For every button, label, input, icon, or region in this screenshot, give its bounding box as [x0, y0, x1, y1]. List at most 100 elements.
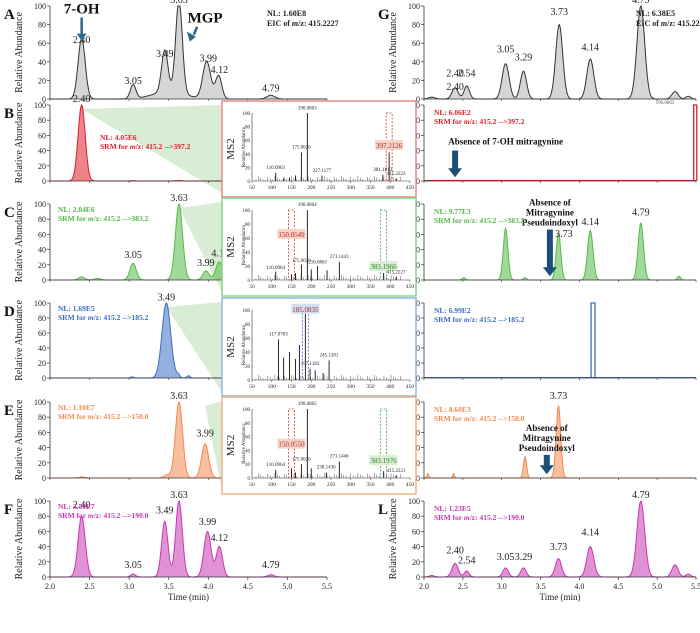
srm-label-H-part: SRM for [434, 117, 464, 126]
nl-label-F: NL: 3.59E7 [58, 502, 95, 511]
y-tick-label-C: 80 [38, 215, 46, 224]
ms2-x-tick-label: 250 [327, 185, 336, 191]
y-axis-label-B: Relative Abundance [14, 102, 25, 183]
ms2-x-tick-label: 150 [287, 384, 296, 390]
srm-label-K: SRM for m/z: 415.2 -->150.0 [434, 414, 525, 423]
annotation-I-line2: Mitragynine [526, 208, 574, 218]
ms2-x-tick-label: 300 [347, 482, 356, 488]
annotation-arrowhead-H [448, 168, 463, 178]
peak-mark-J [590, 302, 596, 378]
y-tick-label-E: 60 [38, 428, 46, 437]
srm-label-K-part: /z: 415.2 -->150.0 [469, 414, 525, 423]
ms2-x-tick-label: 400 [386, 482, 395, 488]
ms2-x-tick-label: 250 [327, 482, 336, 488]
panel-J: JRelative Abundance020406080100NL: 6.99E… [378, 299, 697, 383]
ms2-ylabel: Relative Abundance [242, 423, 247, 464]
srm-label-E-part: m [88, 412, 94, 421]
ms2-highlight [380, 209, 388, 281]
nl-label-J: NL: 6.99E2 [434, 306, 471, 315]
annotation-K: Absence of [526, 423, 569, 433]
srm-label-C-part: m [88, 214, 94, 223]
eic-label-G-part: EIC of [636, 19, 661, 28]
y-tick-label-F: 0 [42, 573, 46, 582]
ms2-x-tick-label: 150 [287, 284, 296, 290]
peak-label-G: 2.54 [458, 69, 476, 80]
peak-label-A: 3.63 [170, 0, 188, 6]
ms2-x-tick-label: 100 [268, 185, 277, 191]
peak-label-G: 3.73 [550, 7, 568, 18]
y-tick-label-D: 0 [42, 374, 46, 383]
ms2-y-tick-label: 40 [245, 153, 251, 158]
y-tick-label-L: 100 [408, 497, 420, 506]
y-tick-label-B: 100 [34, 101, 46, 110]
annotation-arrow-H [452, 150, 459, 170]
y-tick-label-G: 80 [412, 21, 420, 30]
srm-label-I-part: /z: 415.2 -->383.2 [469, 216, 525, 225]
ms2-x-tick-label: 250 [327, 284, 336, 290]
x-tick-label-F: 2.0 [45, 582, 55, 591]
y-tick-label-B: 0 [42, 177, 46, 186]
eic-label-A-part: /z: 415.2227 [297, 19, 338, 28]
panel-letter-G: G [378, 7, 390, 23]
y-tick-label-F: 80 [38, 512, 46, 521]
ms2-x-tick-label: 50 [249, 284, 255, 290]
ms2-peak-label: 117.0703 [269, 333, 288, 338]
peak-label-C: 3.63 [170, 193, 188, 204]
ms2-x-tick-label: 100 [268, 284, 277, 290]
nl-label-I: NL: 9.77E3 [434, 207, 471, 216]
peak-label-C: 3.99 [197, 258, 215, 269]
ms2-highlight [301, 309, 309, 381]
srm-label-J-part: /z: 415.2 -->185.2 [469, 315, 525, 324]
ms2-label-box [277, 438, 306, 449]
y-axis-label-E: Relative Abundance [14, 399, 25, 480]
y-tick-label-E: 80 [38, 413, 46, 422]
y-tick-label-B: 40 [38, 147, 46, 156]
annotation-arrow-A [192, 26, 199, 36]
x-tick-label-F: 2.5 [85, 582, 95, 591]
ms2-peak-label: 175.0626 [292, 457, 311, 462]
ms2-label: MS2 [225, 138, 237, 159]
ms2-y-tick-label: 80 [245, 323, 251, 328]
eic-label-A: EIC of m/z: 415.2227 [267, 19, 339, 28]
peak-label-H: 2.40 [446, 82, 464, 93]
y-tick-label-E: 100 [34, 398, 46, 407]
x-tick-label-F: 4.5 [243, 582, 253, 591]
peak-label-L: 3.05 [497, 552, 515, 563]
ms2-peak-label: 190.0863 [298, 106, 317, 111]
ms2-peak-label: 197.1183 [301, 362, 320, 367]
srm-label-C-part: SRM for [58, 214, 88, 223]
y-axis-label-D: Relative Abundance [14, 300, 25, 381]
ms2-x-tick-label: 400 [386, 185, 395, 191]
ms2-x-tick-label: 250 [327, 384, 336, 390]
x-tick-label-L: 3.5 [536, 582, 546, 591]
peak-label-L: 4.79 [632, 490, 650, 501]
annotation-arrowhead-I [542, 267, 557, 277]
y-tick-label-G: 40 [412, 58, 420, 67]
peak-label-C: 4.12 [211, 249, 229, 260]
ms2-wedge-D [166, 302, 222, 392]
y-tick-label-D: 20 [38, 359, 46, 368]
ms2-ylabel: Relative Abundance [242, 224, 247, 265]
ms2-x-tick-label: 300 [347, 185, 356, 191]
y-tick-label-F: 40 [38, 543, 46, 552]
x-tick-label-L: 2.5 [458, 582, 468, 591]
ms2-peak-label: 175.0626 [292, 146, 311, 151]
ms2-inset-B: MS2 Relative Abundance 0 20 40 60 80 100 50 100 15… [221, 100, 417, 198]
panel-F: F Relative Abundance 0 20 40 60 80 100 2.40 3.05 3… [4, 490, 332, 602]
ms2-wedge-C [179, 202, 222, 292]
y-tick-label-D: 100 [34, 299, 46, 308]
trace-line-G [424, 5, 696, 100]
x-tick-label-L: 2.0 [419, 582, 429, 591]
y-tick-label-J: 0 [416, 374, 420, 383]
ms2-y-tick-label: 100 [243, 408, 251, 413]
ms2-peak-label: 110.0963 [266, 166, 285, 171]
ms2-peak-label: 383.1976 [370, 457, 397, 465]
ms2-peak-label: 175.0628 [292, 259, 311, 264]
srm-label-D-part: /z: 415.2 -->185.2 [93, 313, 149, 322]
srm-label-E: SRM for m/z: 415.2 -->150.0 [58, 412, 149, 421]
x-tick-label-F: 3.0 [124, 582, 134, 591]
eic-label-A-part: EIC of [267, 19, 292, 28]
annotation-arrowhead-K [539, 465, 554, 475]
x-tick-label-L: 4.0 [574, 582, 584, 591]
ms2-x-tick-label: 450 [406, 384, 415, 390]
